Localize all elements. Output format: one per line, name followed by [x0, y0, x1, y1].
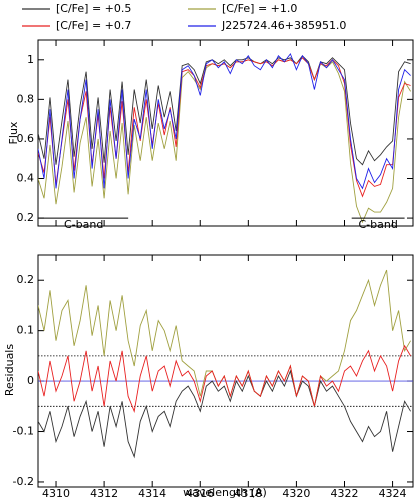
series-line	[38, 55, 411, 166]
y-tick-label: -0.2	[13, 475, 34, 488]
x-tick-label: 4310	[42, 487, 70, 500]
y-axis-title: Residuals	[3, 344, 16, 396]
plot-frame	[37, 254, 414, 488]
y-tick-label: 0.2	[17, 273, 35, 286]
y-tick-label: 0.6	[17, 132, 35, 145]
annotation: C-band	[64, 218, 103, 231]
y-tick-label: -0.1	[13, 425, 34, 438]
x-tick-label: 4312	[90, 487, 118, 500]
legend-label: [C/Fe] = +1.0	[222, 2, 297, 15]
x-tick-label: 4316	[186, 487, 214, 500]
legend-label: [C/Fe] = +0.5	[56, 2, 131, 15]
y-tick-label: 0	[27, 374, 34, 387]
x-tick-label: 4314	[138, 487, 166, 500]
series-line	[38, 57, 411, 224]
y-tick-label: 0.2	[17, 211, 35, 224]
x-tick-label: 4320	[282, 487, 310, 500]
series-line	[38, 344, 411, 413]
y-tick-label: 1	[27, 53, 34, 66]
y-tick-label: 0.8	[17, 92, 35, 105]
legend-label: J225724.46+385951.0	[221, 19, 346, 32]
x-tick-label: 4324	[379, 487, 407, 500]
x-axis-title: wavelength (A)	[183, 486, 267, 499]
annotation: C-band	[358, 218, 397, 231]
x-tick-label: 4318	[234, 487, 262, 500]
y-tick-label: 0.1	[17, 324, 35, 337]
legend-label: [C/Fe] = +0.7	[56, 19, 131, 32]
series-line	[38, 369, 411, 459]
x-tick-label: 4322	[330, 487, 358, 500]
y-tick-label: 0.4	[17, 172, 35, 185]
y-axis-title: Flux	[7, 121, 20, 144]
series-line	[38, 52, 411, 190]
